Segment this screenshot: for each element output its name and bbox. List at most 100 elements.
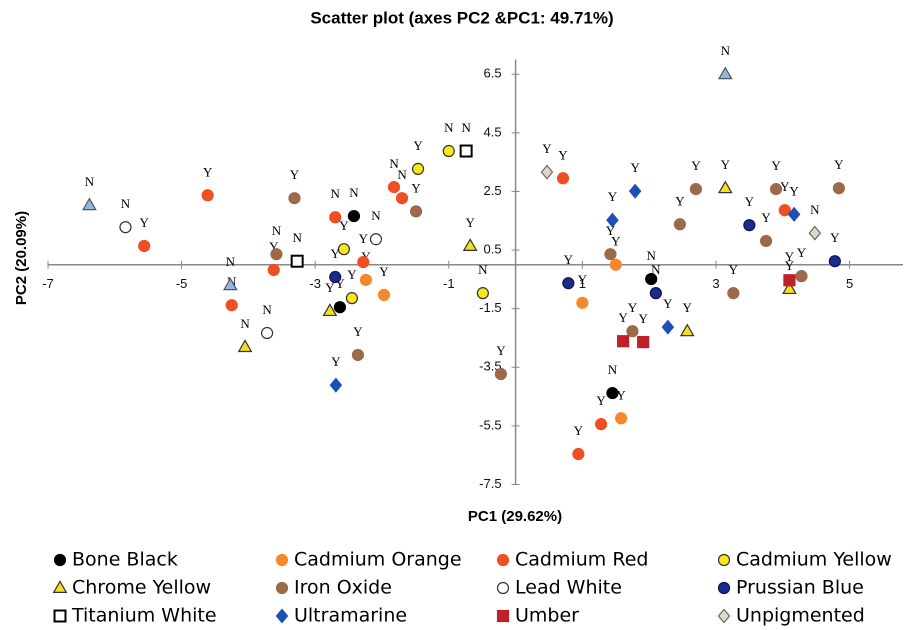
point-label: Y xyxy=(335,276,345,291)
point-label: Y xyxy=(290,167,300,182)
point-label: Y xyxy=(618,310,628,325)
point xyxy=(649,287,662,300)
y-tick-label: 4.5 xyxy=(484,124,502,139)
point xyxy=(661,319,675,335)
point-label: Y xyxy=(675,193,685,208)
legend-text: Ultramarine xyxy=(294,605,407,627)
point xyxy=(606,212,619,228)
legend-text: Unpigmented xyxy=(736,605,865,627)
point xyxy=(329,377,343,393)
point-label: N xyxy=(478,262,488,277)
point-label: Y xyxy=(411,180,421,195)
point xyxy=(270,248,283,261)
point xyxy=(459,144,473,158)
point-label: Y xyxy=(761,210,771,225)
x-tick-label: -1 xyxy=(443,276,455,291)
point xyxy=(337,243,351,256)
point-label: Y xyxy=(611,234,621,249)
point-label: Y xyxy=(797,245,807,260)
point-label: Y xyxy=(331,246,341,261)
point-label: Y xyxy=(771,158,781,173)
point xyxy=(615,412,628,425)
y-tick-label: 6.5 xyxy=(484,66,502,81)
legend-marker xyxy=(53,553,67,567)
point-label: Y xyxy=(139,215,149,230)
point-label: N xyxy=(349,185,359,200)
x-tick-label: -3 xyxy=(309,276,321,291)
point xyxy=(673,218,686,231)
y-tick-label: 2.5 xyxy=(484,183,502,198)
x-tick-label: 5 xyxy=(846,276,853,291)
point-label: N xyxy=(226,254,236,269)
point-label: N xyxy=(608,362,618,377)
point-label: Y xyxy=(564,252,574,267)
point xyxy=(717,180,733,194)
point xyxy=(409,205,423,218)
point xyxy=(260,326,274,340)
point-label: Y xyxy=(359,231,369,246)
point xyxy=(787,206,801,222)
point-label: Y xyxy=(834,157,844,172)
point xyxy=(329,270,342,284)
point xyxy=(795,270,808,283)
point-label: Y xyxy=(606,223,616,238)
point xyxy=(267,263,280,277)
point xyxy=(462,238,478,251)
point xyxy=(808,225,822,241)
legend-marker xyxy=(275,553,289,567)
point-label: Y xyxy=(616,387,626,402)
point xyxy=(645,272,658,286)
point-label: Y xyxy=(691,158,701,173)
point-label: Y xyxy=(785,249,795,264)
point-label: Y xyxy=(638,311,648,326)
point xyxy=(782,281,797,295)
point xyxy=(576,296,589,309)
x-tick-label: -5 xyxy=(176,276,188,291)
legend-text: Titanium White xyxy=(71,605,217,627)
x-axis-label: PC1 (29.62%) xyxy=(468,508,562,525)
point xyxy=(594,418,608,431)
point xyxy=(783,274,796,287)
point-label: N xyxy=(272,223,282,238)
legend-text: Lead White xyxy=(515,577,622,599)
y-tick-label: -7.5 xyxy=(479,476,501,491)
point-label: Y xyxy=(331,354,341,369)
point-label: Y xyxy=(465,215,475,230)
point xyxy=(347,209,361,223)
chart-title: Scatter plot (axes PC2 &PC1: 49.71%) xyxy=(310,8,613,27)
point xyxy=(727,287,740,300)
x-tick-label: 3 xyxy=(712,276,719,291)
legend-marker xyxy=(496,553,510,567)
point-label: Y xyxy=(663,296,673,311)
point-label: Y xyxy=(574,423,584,438)
point-label: N xyxy=(240,316,250,331)
point-label: Y xyxy=(789,183,799,198)
legend-text: Cadmium Red xyxy=(515,549,648,571)
legend-text: Iron Oxide xyxy=(294,577,392,599)
point xyxy=(351,348,365,362)
point xyxy=(637,335,650,349)
point xyxy=(689,183,703,196)
point xyxy=(82,197,97,211)
point xyxy=(778,204,791,217)
point xyxy=(345,292,359,305)
point xyxy=(759,234,773,248)
point-label: Y xyxy=(780,179,790,194)
point xyxy=(201,189,214,202)
legend-marker xyxy=(496,609,510,623)
legend-text: Prussian Blue xyxy=(736,577,864,599)
point-label: Y xyxy=(558,147,568,162)
point-label: N xyxy=(651,262,661,277)
point xyxy=(333,301,347,314)
point xyxy=(329,211,342,224)
point xyxy=(609,258,622,271)
point xyxy=(606,386,619,400)
point-label: Y xyxy=(339,218,349,233)
y-tick-label: -5.5 xyxy=(479,417,501,432)
point-label: N xyxy=(371,208,381,223)
point xyxy=(604,248,617,261)
point xyxy=(617,335,630,348)
legend-marker xyxy=(275,608,289,624)
point xyxy=(359,273,373,287)
legend-marker xyxy=(717,581,731,595)
